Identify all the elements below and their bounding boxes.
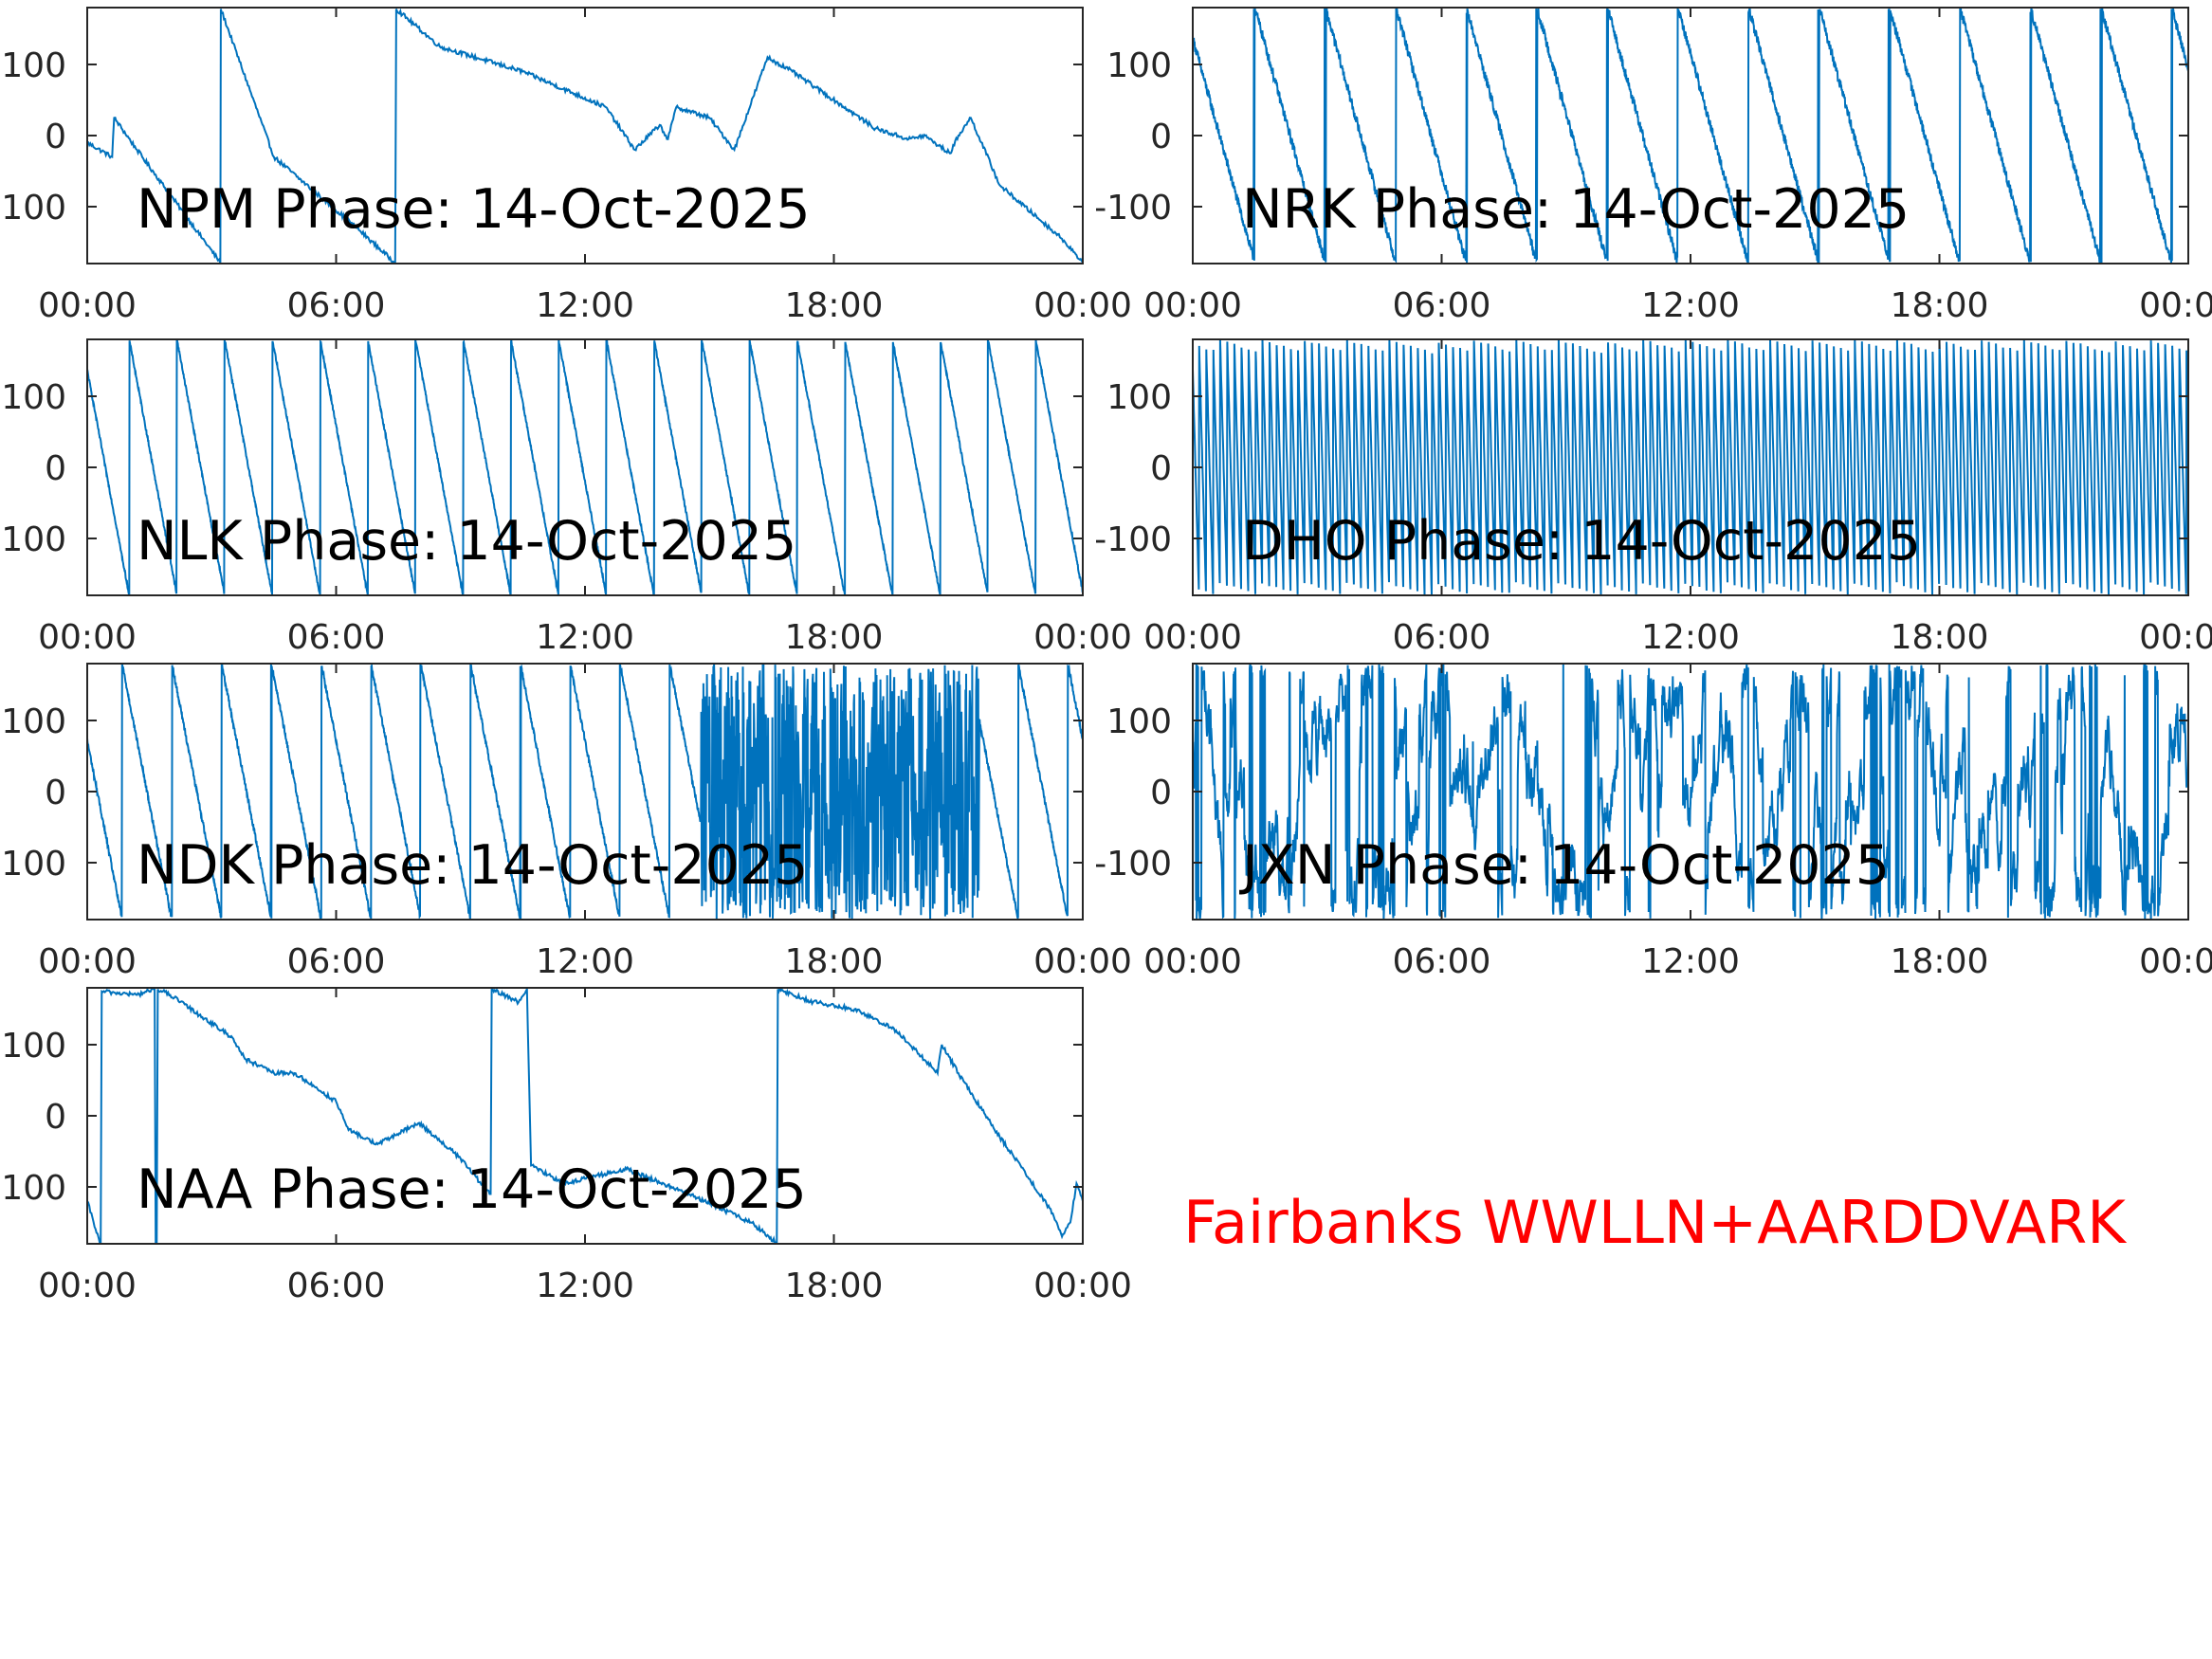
- x-tick-label: 12:00: [536, 942, 634, 981]
- x-tick-label: 00:00: [38, 618, 137, 657]
- y-tick-label: -100: [1094, 189, 1172, 228]
- y-tick-label: -100: [1094, 520, 1172, 559]
- panel-npm: 00:00 06:00 12:00 18:00 00:00 -100 0 100 NPM Pha…: [0, 7, 1132, 325]
- x-tick-label: 18:00: [785, 942, 884, 981]
- x-tick-label: 00:00: [1143, 618, 1242, 657]
- phase-series-line-nrk: [1193, 8, 2188, 264]
- y-tick-label: 0: [45, 118, 66, 156]
- y-tick-label: 100: [1106, 702, 1172, 741]
- x-tick-label: 18:00: [1891, 942, 1989, 981]
- panel-nlk: 00:00 06:00 12:00 18:00 00:00 -100 0 100 NLK Pha…: [0, 338, 1132, 657]
- x-tick-label: 12:00: [536, 1267, 634, 1305]
- y-tick-label: 0: [1150, 449, 1172, 488]
- x-tick-label: 06:00: [287, 286, 386, 325]
- phase-series-line-dho: [1193, 339, 2188, 595]
- y-tick-label: -100: [0, 520, 66, 559]
- y-tick-label: -100: [0, 845, 66, 884]
- x-tick-label: 18:00: [785, 1267, 884, 1305]
- y-tick-label: 100: [1, 378, 66, 417]
- x-tick-label: 00:00: [1033, 286, 1132, 325]
- panel-dho: 00:00 06:00 12:00 18:00 00:00 -100 0 100 DHO Pha…: [1094, 338, 2212, 657]
- phase-panels: 00:00 06:00 12:00 18:00 00:00 -100 0 100 NPM Pha…: [0, 7, 2212, 1305]
- x-tick-label: 06:00: [1393, 286, 1491, 325]
- phase-series-line-npm: [87, 8, 1083, 264]
- panel-title: DHO Phase: 14-Oct-2025: [1242, 510, 1921, 573]
- panel-title: NPM Phase: 14-Oct-2025: [137, 178, 811, 241]
- y-tick-label: 0: [45, 449, 66, 488]
- phase-series-line-naa: [87, 988, 1083, 1244]
- panel-jxn: 00:00 06:00 12:00 18:00 00:00 -100 0 100 JXN Pha…: [1094, 663, 2212, 981]
- y-tick-label: 100: [1106, 46, 1172, 85]
- x-tick-label: 00:00: [1033, 942, 1132, 981]
- x-tick-label: 12:00: [536, 618, 634, 657]
- y-tick-label: 0: [1150, 774, 1172, 812]
- x-tick-label: 06:00: [1393, 942, 1491, 981]
- panel-ndk: 00:00 06:00 12:00 18:00 00:00 -100 0 100 NDK Pha…: [0, 663, 1132, 981]
- panel-naa: 00:00 06:00 12:00 18:00 00:00 -100 0 100 NAA Pha…: [0, 987, 1132, 1305]
- x-tick-label: 00:00: [2139, 942, 2212, 981]
- y-tick-label: 0: [45, 1098, 66, 1137]
- panel-title: NRK Phase: 14-Oct-2025: [1242, 178, 1910, 241]
- footer-label: Fairbanks WWLLN+AARDDVARK: [1183, 1188, 2127, 1257]
- x-tick-label: 06:00: [1393, 618, 1491, 657]
- x-tick-label: 18:00: [785, 286, 884, 325]
- y-tick-label: -100: [0, 189, 66, 228]
- phase-series-line-nlk: [87, 339, 1083, 595]
- phase-series-line-ndk: [87, 664, 1083, 920]
- x-tick-label: 00:00: [38, 286, 137, 325]
- panel-title: NAA Phase: 14-Oct-2025: [137, 1158, 807, 1221]
- y-tick-label: 100: [1, 702, 66, 741]
- panel-title: JXN Phase: 14-Oct-2025: [1239, 834, 1890, 897]
- y-tick-label: 100: [1, 46, 66, 85]
- x-tick-label: 12:00: [1641, 286, 1740, 325]
- x-tick-label: 00:00: [1033, 1267, 1132, 1305]
- x-tick-label: 06:00: [287, 942, 386, 981]
- x-tick-label: 00:00: [1143, 942, 1242, 981]
- x-tick-label: 06:00: [287, 618, 386, 657]
- x-tick-label: 18:00: [1891, 286, 1989, 325]
- x-tick-label: 06:00: [287, 1267, 386, 1305]
- y-tick-label: 100: [1, 1027, 66, 1066]
- x-tick-label: 00:00: [38, 1267, 137, 1305]
- y-tick-label: 100: [1106, 378, 1172, 417]
- x-tick-label: 00:00: [38, 942, 137, 981]
- x-tick-label: 12:00: [536, 286, 634, 325]
- x-tick-label: 18:00: [1891, 618, 1989, 657]
- y-tick-label: -100: [0, 1169, 66, 1208]
- x-tick-label: 12:00: [1641, 618, 1740, 657]
- panel-title: NDK Phase: 14-Oct-2025: [137, 834, 808, 897]
- panel-title: NLK Phase: 14-Oct-2025: [137, 510, 796, 573]
- x-tick-label: 00:00: [2139, 618, 2212, 657]
- x-tick-label: 00:00: [1033, 618, 1132, 657]
- x-tick-label: 12:00: [1641, 942, 1740, 981]
- x-tick-label: 00:00: [2139, 286, 2212, 325]
- y-tick-label: 0: [45, 774, 66, 812]
- phase-series-line-jxn: [1193, 664, 2188, 920]
- panel-nrk: 00:00 06:00 12:00 18:00 00:00 -100 0 100 NRK Pha…: [1094, 7, 2212, 325]
- y-tick-label: -100: [1094, 845, 1172, 884]
- x-tick-label: 18:00: [785, 618, 884, 657]
- y-tick-label: 0: [1150, 118, 1172, 156]
- x-tick-label: 00:00: [1143, 286, 1242, 325]
